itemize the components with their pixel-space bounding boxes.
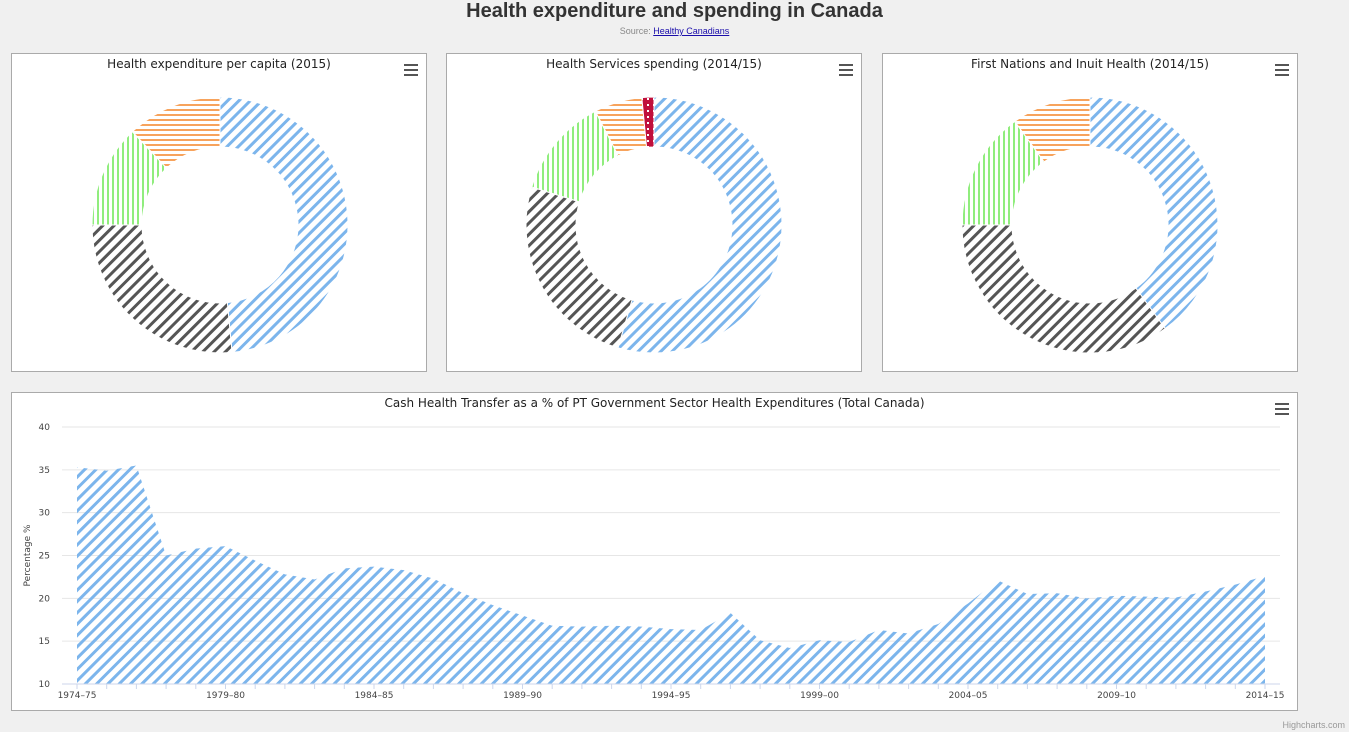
area-chart: 10 15 20 25 30 35 40 Percentage % 1974–75 1979–80…	[23, 423, 1285, 701]
donut-chart	[91, 96, 349, 354]
donut-chart	[961, 96, 1219, 354]
source-prefix: Source:	[619, 26, 654, 36]
y-tick-label: 10	[39, 680, 51, 690]
chart-menu-icon[interactable]	[1275, 403, 1289, 415]
y-tick-label: 40	[39, 423, 51, 433]
y-tick-label: 35	[39, 466, 50, 476]
y-axis-label: Percentage %	[23, 524, 33, 586]
x-tick-label: 2009–10	[1097, 691, 1136, 701]
y-tick-label: 15	[39, 637, 50, 647]
x-tick-label: 1989–90	[503, 691, 542, 701]
highcharts-credits[interactable]: Highcharts.com	[1282, 720, 1345, 730]
chart-title: Health Services spending (2014/15)	[546, 57, 762, 71]
area-series[interactable]	[77, 465, 1265, 684]
x-tick-label: 1979–80	[206, 691, 245, 701]
x-tick-label: 1974–75	[58, 691, 97, 701]
page-title: Health expenditure and spending in Canad…	[466, 0, 883, 22]
donut-slice-0[interactable]	[1089, 96, 1219, 330]
donut-slice-0[interactable]	[219, 96, 349, 353]
donut-slice-3[interactable]	[1014, 96, 1091, 163]
chart-menu-icon[interactable]	[1275, 64, 1289, 76]
donut-chart	[525, 96, 783, 354]
x-tick-label: 1994–95	[652, 691, 691, 701]
donut-slice-1[interactable]	[91, 224, 233, 354]
chart-menu-icon[interactable]	[839, 64, 853, 76]
source-line: Source: Healthy Canadians	[0, 26, 1349, 36]
chart-panel-cash-health-transfer: Cash Health Transfer as a % of PT Govern…	[11, 392, 1298, 711]
x-tick-label: 2004–05	[949, 691, 988, 701]
donut-slice-0[interactable]	[617, 96, 783, 354]
y-tick-label: 20	[39, 594, 51, 604]
chart-panel-health-services: Health Services spending (2014/15)	[446, 53, 862, 372]
source-link[interactable]: Healthy Canadians	[653, 26, 730, 36]
donut-slice-1[interactable]	[525, 186, 633, 349]
chart-title: First Nations and Inuit Health (2014/15)	[971, 57, 1209, 71]
chart-menu-icon[interactable]	[404, 64, 418, 76]
chart-panel-per-capita: Health expenditure per capita (2015)	[11, 53, 427, 372]
chart-title: Health expenditure per capita (2015)	[107, 57, 331, 71]
y-tick-label: 25	[39, 552, 50, 562]
chart-panel-first-nations: First Nations and Inuit Health (2014/15)	[882, 53, 1298, 372]
donut-slice-3[interactable]	[131, 96, 221, 169]
donut-slice-1[interactable]	[961, 224, 1166, 354]
y-tick-label: 30	[39, 509, 51, 519]
chart-title: Cash Health Transfer as a % of PT Govern…	[384, 396, 925, 410]
x-tick-label: 2014–15	[1246, 691, 1285, 701]
x-tick-label: 1999–00	[800, 691, 839, 701]
donut-slice-4[interactable]	[641, 96, 655, 148]
x-tick-label: 1984–85	[355, 691, 394, 701]
